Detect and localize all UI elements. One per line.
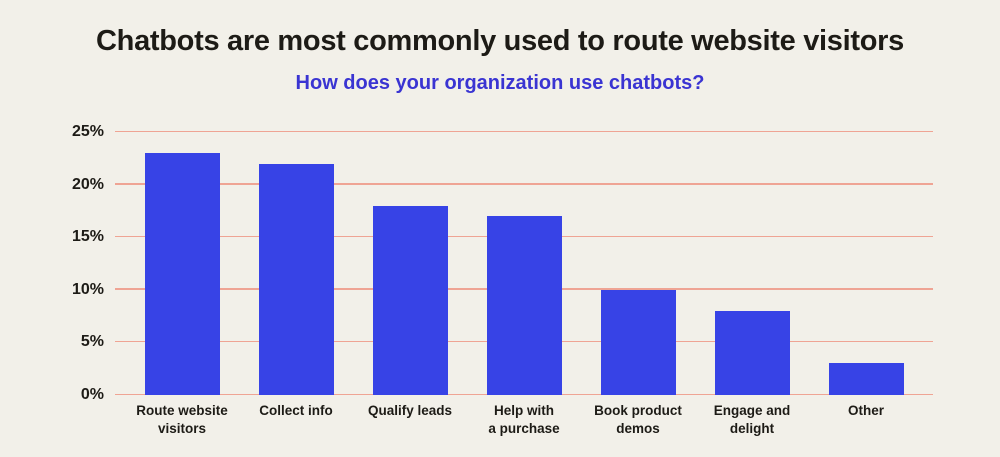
plot-area: Route website visitors Collect info Qualif…	[72, 123, 933, 436]
x-axis-label-route-website-visitors: Route website visitors	[136, 403, 228, 436]
x-axis-label-other: Other	[847, 403, 884, 418]
bar-route-website-visitors	[144, 153, 220, 395]
chart-title: Chatbots are most commonly used to route…	[96, 25, 904, 57]
bar-slot	[467, 132, 581, 395]
x-axis-label-book-product-demos: Book product demos	[594, 403, 682, 436]
bar-slot	[581, 132, 695, 395]
bar-slot	[353, 132, 467, 395]
y-axis-tick-label: 5%	[80, 333, 104, 351]
gridline	[115, 130, 933, 132]
bar-slot	[809, 132, 923, 395]
bar-slot	[695, 132, 809, 395]
x-axis-label-qualify-leads: Qualify leads	[367, 403, 453, 418]
bar-qualify-leads	[372, 205, 448, 395]
bars-row	[115, 132, 933, 395]
bar-help-with-a-purchase	[486, 216, 562, 395]
y-axis-tick-label: 25%	[71, 123, 104, 140]
x-axis-label-collect-info: Collect info	[259, 403, 333, 418]
y-axis-tick-label: 20%	[71, 175, 104, 193]
bar-collect-info	[258, 163, 334, 395]
y-axis-tick-label: 0%	[80, 386, 104, 403]
x-axis-label-engage-and-delight: Engage and delight	[713, 403, 791, 436]
bar-slot	[239, 132, 353, 395]
y-axis-tick-label: 15%	[71, 228, 104, 246]
gridline	[115, 183, 933, 185]
x-axis-label-help-with-a-purchase: Help with a purchase	[488, 403, 560, 436]
chart-subtitle: How does your organization use chatbots?	[295, 72, 705, 94]
bar-engage-and-delight	[714, 310, 790, 395]
y-axis-tick-label: 10%	[71, 280, 104, 298]
x-axis-labels: Route website visitors Collect info Qualif…	[115, 402, 933, 437]
bar-slot	[125, 132, 239, 395]
bar-book-product-demos	[600, 289, 676, 395]
bar-other	[828, 363, 904, 395]
